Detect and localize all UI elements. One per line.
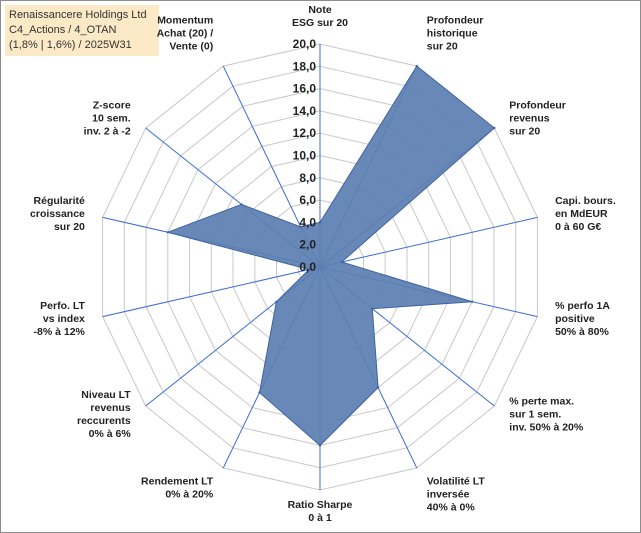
tick-label: 8,0	[299, 171, 316, 185]
axis-label: Volatilité LT	[427, 476, 486, 488]
axis-label: 0% à 20%	[165, 489, 214, 501]
axis-label: inv. 50% à 20%	[509, 421, 584, 433]
data-point	[240, 203, 243, 206]
axis-label: -8% à 12%	[34, 326, 86, 338]
data-point	[318, 221, 322, 224]
axis-label: Perfo. LT	[40, 300, 85, 312]
tick-label: 16,0	[293, 82, 317, 96]
axis-label: % perte max.	[509, 395, 574, 407]
axis-label: positive	[555, 313, 595, 325]
axis-label: inversée	[427, 489, 470, 501]
data-point	[166, 231, 169, 234]
axis-label: % perfo 1A	[555, 300, 610, 312]
tick-label: 20,0	[293, 37, 317, 51]
data-point	[471, 300, 474, 303]
axis-label: 40% à 0%	[427, 502, 476, 514]
data-point	[340, 260, 343, 264]
axis-label: croissance	[30, 208, 85, 220]
axis-label: Profondeur	[427, 15, 484, 27]
axis-label: 10 sem.	[92, 113, 131, 125]
axis-label: revenus	[90, 402, 130, 414]
axis-label: Achat (20) /	[157, 28, 214, 40]
company-name: Renaissancere Holdings Ltd	[9, 9, 147, 21]
axis-label: sur 1 sem.	[509, 408, 561, 420]
axis-label: Niveau LT	[81, 389, 131, 401]
axis-label: Momentum	[157, 15, 213, 27]
perf-week-line: (1,8% | 1,6%) / 2025W31	[9, 39, 132, 51]
data-point	[258, 391, 261, 394]
axis-label: 0 à 1	[308, 512, 332, 524]
axis-label: sur 20	[54, 221, 85, 233]
data-series-area	[166, 65, 496, 447]
data-point	[371, 307, 374, 310]
tick-label: 10,0	[293, 149, 317, 163]
tick-label: 2,0	[299, 238, 316, 252]
axis-label: Rendement LT	[141, 476, 214, 488]
tick-label: 18,0	[293, 59, 317, 73]
axis-label: Capi. bours.	[555, 195, 616, 207]
axis-label: Profondeur	[509, 100, 566, 112]
axis-label: Note	[308, 4, 331, 16]
axis-label: Régularité	[34, 195, 86, 207]
tick-label: 14,0	[293, 104, 317, 118]
axis-label: inv. 2 à -2	[84, 126, 131, 138]
tick-label: 0,0	[299, 260, 316, 274]
axis-label: Vente (0)	[169, 41, 213, 53]
axis-label: sur 20	[509, 126, 540, 138]
tick-label: 6,0	[299, 193, 316, 207]
axis-spoke	[102, 266, 321, 318]
chart-header: Renaissancere Holdings Ltd C4_Actions / …	[5, 5, 159, 56]
tick-label: 12,0	[293, 126, 317, 140]
data-point	[299, 225, 302, 228]
axis-label: sur 20	[427, 41, 458, 53]
axis-label: 0 à 60 G€	[555, 221, 601, 233]
axis-label: Z-score	[93, 100, 131, 112]
axis-label: 50% à 80%	[555, 326, 609, 338]
axis-label: en MdEUR	[555, 208, 608, 220]
axis-label: reccurents	[77, 415, 131, 427]
axis-label: Ratio Sharpe	[288, 499, 353, 511]
axis-spoke	[319, 216, 538, 268]
axis-label: revenus	[509, 113, 549, 125]
data-point	[493, 126, 496, 130]
tick-label: 4,0	[299, 215, 316, 229]
portfolio-line: C4_Actions / 4_OTAN	[9, 24, 117, 36]
data-point	[307, 268, 311, 271]
data-point	[376, 386, 380, 389]
axis-label: 0% à 6%	[89, 428, 132, 440]
axis-label: historique	[427, 28, 478, 40]
data-point	[275, 300, 278, 303]
axis-label: ESG sur 20	[292, 17, 348, 29]
data-point	[415, 64, 418, 68]
data-point	[318, 444, 322, 447]
axis-label: vs index	[43, 313, 85, 325]
